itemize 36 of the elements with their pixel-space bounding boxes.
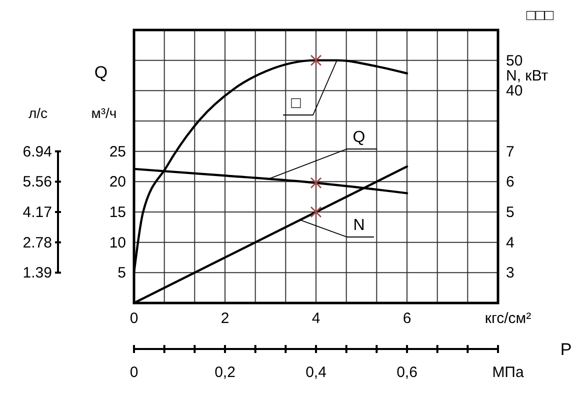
text: P [560, 340, 572, 359]
y-tick-label: 5 [118, 264, 126, 282]
series-label: □ [291, 95, 302, 112]
y-tick-label: 10 [109, 234, 126, 252]
x-tick-label: 0 [130, 310, 138, 327]
y2-tick-label: 4 [506, 234, 514, 252]
y-tick-label: 25 [109, 143, 126, 160]
y2-tick-label: 7 [506, 143, 514, 160]
y2-tick-label: 3 [506, 264, 514, 282]
x-tick-label: 4 [312, 310, 320, 327]
x2-tick-label: 0,2 [214, 364, 236, 381]
text: л/с [28, 105, 48, 121]
y2-tick-label: 6 [506, 174, 514, 191]
y-tick-label: 20 [109, 174, 126, 191]
y-tick-label: 15 [109, 204, 126, 221]
x2-axis-title: МПа [492, 364, 524, 381]
y2-tick-label: 5 [506, 204, 514, 221]
x-tick-label: 2 [220, 310, 230, 327]
y3-tick-label: 40 [506, 82, 523, 100]
y3-axis-title: □□□ [526, 7, 555, 24]
text: 2.78 [22, 234, 52, 252]
y-axis-title: м³/ч [91, 105, 117, 121]
x-axis-title: кгс/см² [484, 310, 532, 327]
x2-tick-label: 0,6 [396, 364, 418, 381]
x-tick-label: 6 [402, 310, 412, 327]
series-label: N [353, 217, 365, 234]
text: 4.17 [22, 204, 52, 221]
y3-tick-label: 50 [506, 52, 523, 70]
text: 6.94 [22, 143, 52, 160]
text: 1.39 [22, 264, 52, 282]
x2-tick-label: 0 [130, 364, 138, 381]
text: Q [94, 63, 108, 82]
text: 5.56 [22, 174, 52, 191]
y2-axis-title: N, кВт [506, 68, 548, 84]
text: Q [352, 129, 366, 146]
x2-tick-label: 0,4 [306, 364, 326, 381]
